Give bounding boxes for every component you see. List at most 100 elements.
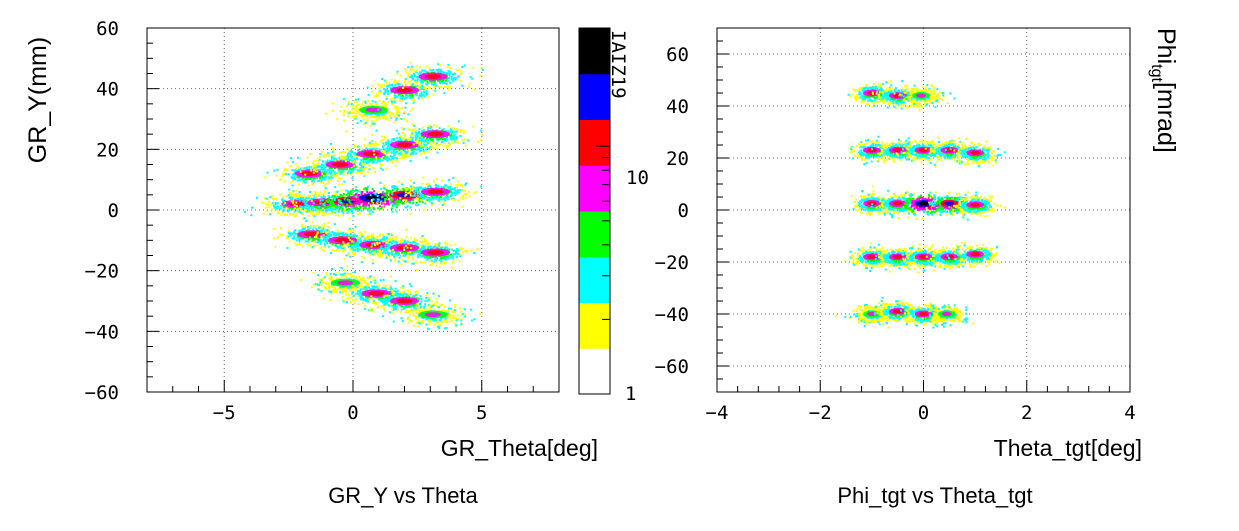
left-spot-pixel (333, 192, 336, 195)
left-spot-pixel (353, 242, 356, 245)
left-spot-pixel (385, 85, 388, 88)
left-spot-pixel (359, 170, 362, 173)
left-spot-pixel (421, 201, 424, 203)
left-spot-pixel (310, 180, 313, 183)
left-spot-pixel (402, 132, 404, 135)
left-spot-pixel (408, 191, 411, 194)
left-spot-pixel (376, 102, 379, 105)
left-spot-pixel (396, 160, 399, 163)
left-spot-pixel (470, 249, 473, 252)
left-spot-pixel (337, 249, 340, 252)
left-spot-pixel (356, 169, 359, 172)
left-spot-pixel (336, 205, 339, 208)
left-spot-pixel (328, 192, 330, 195)
left-spot-pixel (325, 154, 328, 157)
left-spot-pixel (299, 194, 302, 197)
left-spot-pixel (357, 248, 359, 250)
left-spot-pixel (325, 209, 328, 212)
left-spot-pixel (376, 114, 379, 117)
left-spot-pixel (364, 113, 367, 116)
left-spot-pixel (369, 159, 372, 162)
left-spot-pixel (268, 205, 271, 208)
left-spot-pixel (285, 237, 288, 240)
left-spot-pixel (346, 190, 349, 193)
left-spot-pixel (397, 132, 400, 135)
left-spot-pixel (292, 212, 295, 215)
left-spot-pixel (468, 195, 471, 198)
left-spot-pixel (410, 136, 412, 139)
left-spot-pixel (414, 194, 416, 197)
left-spot-pixel (352, 161, 355, 164)
left-spot-pixel (418, 150, 421, 153)
left-spot-pixel (405, 83, 408, 86)
left-spot-pixel (366, 86, 369, 89)
left-spot-pixel (396, 96, 399, 99)
left-spot-pixel (381, 196, 384, 199)
left-spot-pixel (404, 260, 407, 263)
left-spot-pixel (479, 139, 482, 142)
left-spot-pixel (265, 203, 268, 206)
left-spot-pixel (379, 253, 382, 256)
left-spot-pixel (451, 192, 454, 195)
left-spot-pixel (356, 245, 359, 248)
left-spot-pixel (455, 128, 458, 131)
left-spot-pixel (344, 196, 347, 199)
left-spot-pixel (354, 243, 357, 246)
left-spot-pixel (347, 236, 350, 239)
left-spot-pixel (394, 203, 397, 206)
left-spot-pixel (377, 117, 380, 120)
left-spot-pixel (450, 195, 452, 198)
left-spot-pixel (412, 99, 415, 102)
left-spot-pixel (435, 143, 437, 146)
left-spot-pixel (351, 210, 354, 213)
left-spot-pixel (378, 148, 381, 151)
left-spot-pixel (420, 95, 423, 98)
left-spot-pixel (328, 154, 331, 157)
left-spot-pixel (442, 197, 445, 200)
left-spot-pixel (339, 170, 342, 173)
left-spot-pixel (422, 138, 425, 140)
left-spot-pixel (396, 203, 399, 206)
left-spot-pixel (376, 143, 379, 146)
left-spot-pixel (324, 173, 327, 176)
left-spot-pixel (445, 136, 448, 138)
left-spot-15 (309, 225, 390, 256)
left-spot-pixel (446, 65, 449, 68)
left-spot-pixel (404, 79, 406, 82)
left-spot-pixel (377, 198, 380, 201)
left-spot-pixel (443, 248, 446, 251)
left-spot-pixel (300, 212, 303, 215)
left-spot-pixel (461, 185, 464, 188)
left-spot-pixel (462, 142, 465, 145)
left-spot-pixel (372, 158, 375, 161)
left-spot-pixel (369, 104, 372, 107)
left-spot-pixel (437, 79, 440, 82)
left-spot-pixel (358, 200, 361, 203)
left-spot-pixel (279, 233, 281, 236)
left-spot-pixel (383, 239, 386, 242)
left-spot-pixel (353, 244, 356, 247)
left-spot-pixel (298, 236, 301, 239)
left-spot-pixel (407, 66, 410, 69)
left-spot-pixel (397, 240, 399, 243)
left-spot-pixel (405, 228, 408, 231)
left-spot-pixel (360, 162, 362, 165)
left-spot-pixel (340, 205, 343, 208)
left-spot-pixel (322, 193, 325, 196)
left-spot-pixel (386, 146, 389, 149)
left-spot-pixel (397, 106, 400, 109)
left-spot-pixel (442, 256, 445, 259)
left-spot-pixel (360, 241, 363, 244)
left-spot-pixel (402, 189, 405, 192)
left-spot-pixel (354, 117, 357, 120)
left-spot-pixel (459, 131, 462, 133)
left-spot-pixel (375, 129, 378, 132)
left-spot-pixel (431, 69, 434, 72)
left-spot-pixel (385, 103, 388, 106)
left-spot-pixel (283, 213, 286, 216)
left-spot-pixel (379, 249, 381, 251)
left-spot-pixel (385, 233, 388, 235)
left-spot-pixel (453, 253, 455, 256)
left-spot-pixel (316, 244, 319, 247)
left-spot-pixel (297, 165, 300, 168)
